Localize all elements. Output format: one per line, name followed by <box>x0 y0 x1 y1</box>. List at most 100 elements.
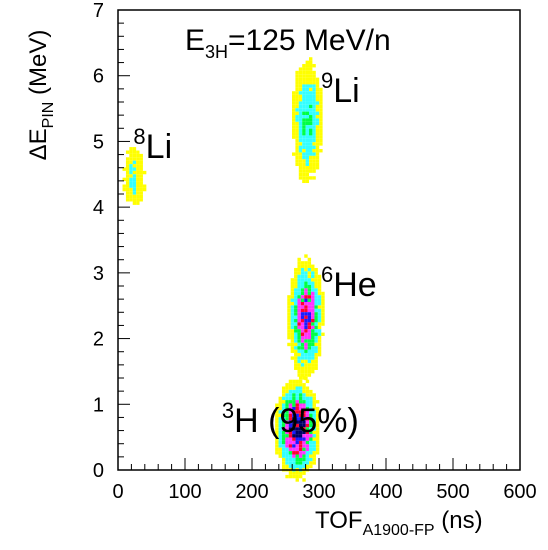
heatmap-cell <box>317 301 322 306</box>
heatmap-cell <box>297 322 301 326</box>
heatmap-cell <box>300 295 305 299</box>
isotope-element: He <box>333 266 376 304</box>
title-rest: =125 MeV/n <box>228 24 391 57</box>
heatmap-cell <box>315 91 320 95</box>
heatmap-cell <box>139 187 143 192</box>
heatmap-cell <box>295 125 299 129</box>
heatmap-cell <box>309 91 313 95</box>
heatmap-cell <box>305 400 310 404</box>
heatmap-cell <box>297 369 301 374</box>
heatmap-cells <box>122 57 325 482</box>
heatmap-cell <box>294 274 298 279</box>
heatmap-cell <box>285 434 289 438</box>
heatmap-cell <box>300 352 305 357</box>
heatmap-cell <box>305 427 310 431</box>
heatmap-cell <box>287 308 291 313</box>
heatmap-cell <box>304 312 308 316</box>
heatmap-cell <box>315 118 320 122</box>
heatmap-cell <box>295 108 299 112</box>
heatmap-cell <box>132 157 137 161</box>
heatmap-cell <box>311 305 315 309</box>
heatmap-cell <box>292 471 296 475</box>
heatmap-cell <box>312 393 316 397</box>
heatmap-cell <box>311 271 315 275</box>
heatmap-cell <box>305 60 309 65</box>
heatmap-cell <box>309 396 313 401</box>
heatmap-cell <box>305 444 310 448</box>
heatmap-cell <box>298 128 303 133</box>
heatmap-cell <box>295 454 299 458</box>
heatmap-cell <box>298 125 303 129</box>
heatmap-cell <box>125 198 130 202</box>
heatmap-cell <box>312 444 316 448</box>
heatmap-cell <box>321 318 325 323</box>
heatmap-cell <box>278 410 282 414</box>
heatmap-cell <box>312 413 316 418</box>
heatmap-cell <box>309 145 313 150</box>
heatmap-cell <box>317 312 322 316</box>
heatmap-cell <box>304 281 308 285</box>
heatmap-cell <box>300 301 305 306</box>
heatmap-cell <box>288 437 293 441</box>
heatmap-cell <box>285 400 289 404</box>
x-axis-label: TOFA1900-FP (ns) <box>315 507 483 539</box>
heatmap-cell <box>311 318 315 323</box>
heatmap-cell <box>294 329 298 333</box>
heatmap-cell <box>307 261 312 265</box>
heatmap-cell <box>302 434 306 438</box>
heatmap-cell <box>298 166 303 170</box>
heatmap-cell <box>294 349 298 353</box>
heatmap-cell <box>309 413 313 418</box>
heatmap-cell <box>298 437 303 441</box>
heatmap-cell <box>294 366 298 370</box>
heatmap-cell <box>302 159 306 163</box>
heatmap-cell <box>294 322 298 326</box>
heatmap-cell <box>302 176 306 180</box>
heatmap-cell <box>304 305 308 309</box>
heatmap-cell <box>305 176 309 180</box>
heatmap-cell <box>287 298 291 302</box>
heatmap-cell <box>125 157 130 161</box>
heatmap-cell <box>312 84 316 88</box>
heatmap-cell <box>314 308 318 313</box>
heatmap-cell <box>302 108 306 112</box>
heatmap-cell <box>295 101 299 105</box>
heatmap-cell <box>281 393 286 397</box>
heatmap-cell <box>309 155 313 160</box>
heatmap-cell <box>294 363 298 367</box>
heatmap-cell <box>315 84 320 88</box>
heatmap-cell <box>298 101 303 105</box>
heatmap-cell <box>292 118 296 122</box>
heatmap-cell <box>317 305 322 309</box>
heatmap-cell <box>295 115 299 119</box>
heatmap-cell <box>314 274 318 279</box>
heatmap-cell <box>125 167 130 171</box>
heatmap-cell <box>305 98 309 102</box>
heatmap-cell <box>287 342 291 347</box>
svg-text:8Li: 8Li <box>133 124 172 166</box>
heatmap-cell <box>315 111 320 116</box>
heatmap-cell <box>302 451 306 455</box>
heatmap-cell <box>305 461 310 465</box>
heatmap-cell <box>139 198 143 202</box>
heatmap-cell <box>297 312 301 316</box>
heatmap-cell <box>302 91 306 95</box>
heatmap-cell <box>304 274 308 279</box>
heatmap-cell <box>304 264 308 268</box>
heatmap-cell <box>305 128 309 133</box>
heatmap-cell <box>292 393 296 397</box>
heatmap-cell <box>292 125 296 129</box>
heatmap-cell <box>292 396 296 401</box>
heatmap-cell <box>309 152 313 156</box>
heatmap-cell <box>136 191 140 195</box>
heatmap-cell <box>285 423 289 428</box>
heatmap-cell <box>321 308 325 313</box>
heatmap-cell <box>290 301 295 306</box>
heatmap-cell <box>314 312 318 316</box>
heatmap-cell <box>292 386 296 390</box>
heatmap-cell <box>297 301 301 306</box>
svg-text:3H (95%): 3H (95%) <box>222 398 359 440</box>
heatmap-cell <box>319 132 323 136</box>
y-axis-label: ΔEPIN (MeV) <box>25 30 57 161</box>
heatmap-cell <box>312 118 316 122</box>
